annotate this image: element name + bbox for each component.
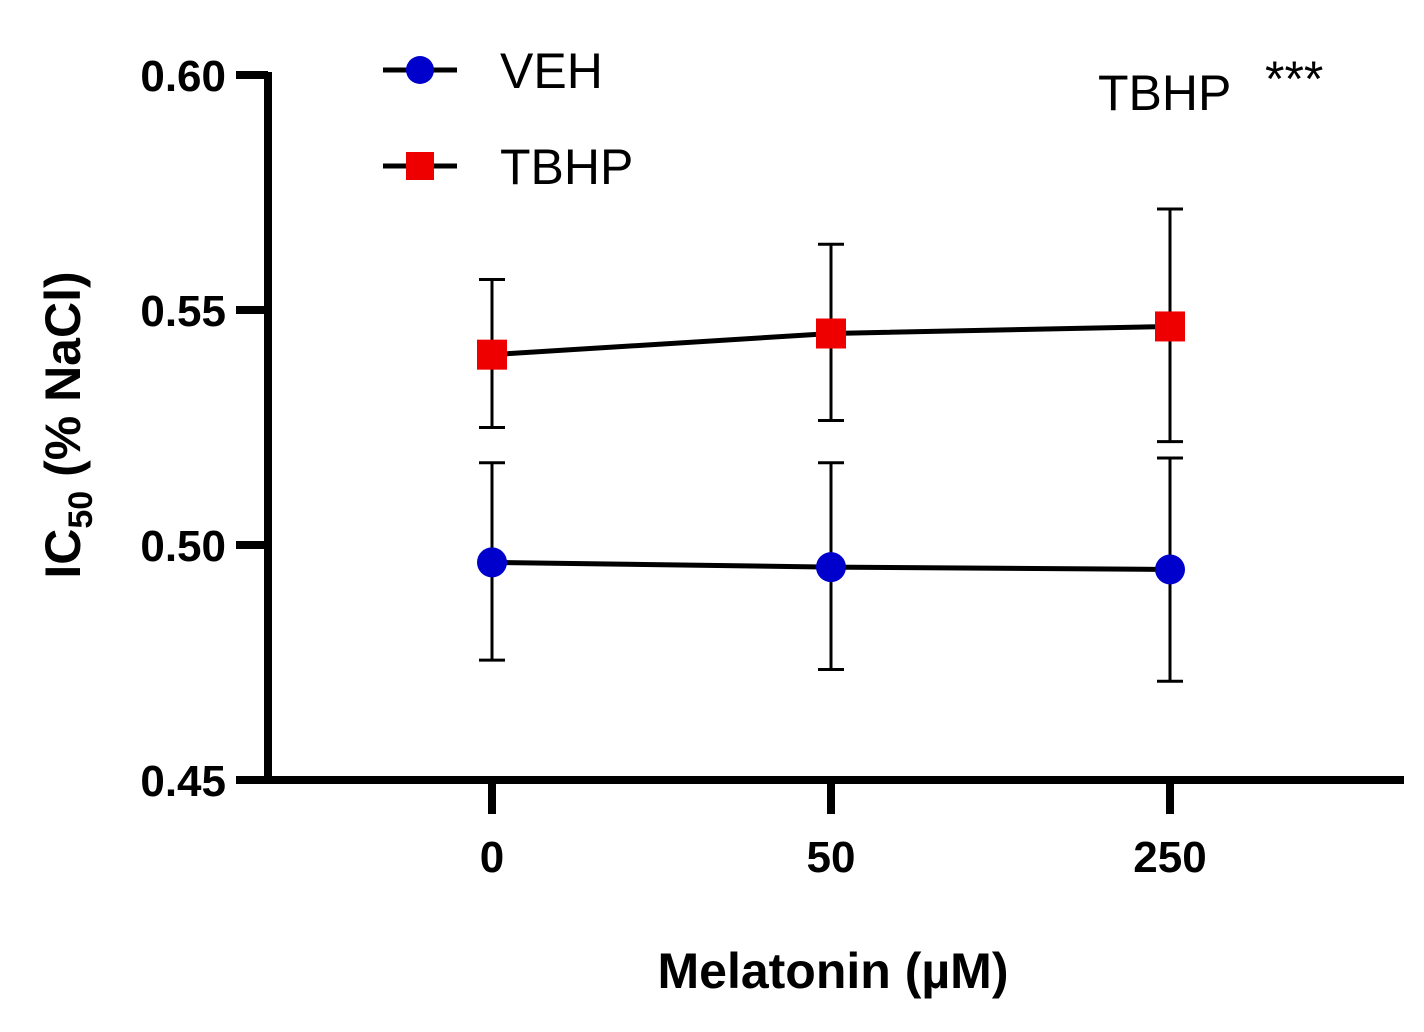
data-point xyxy=(477,339,507,370)
annotation-stars: *** xyxy=(1265,51,1323,107)
legend-item-veh: VEH xyxy=(383,43,603,99)
x-ticks: 0 50 250 xyxy=(480,780,1207,882)
annotation-label: TBHP xyxy=(1098,65,1231,121)
significance-annotation: TBHP *** xyxy=(1098,51,1323,121)
y-tick-label: 0.45 xyxy=(140,757,226,806)
data-point xyxy=(1155,311,1185,342)
data-point xyxy=(816,552,846,583)
legend: VEH TBHP xyxy=(383,43,633,195)
y-tick-label: 0.50 xyxy=(140,522,226,571)
y-axis-title-rest: (% NaCl) xyxy=(35,271,91,490)
x-tick-label: 50 xyxy=(807,833,856,882)
x-tick-label: 0 xyxy=(480,833,504,882)
y-tick-label: 0.55 xyxy=(140,287,226,336)
data-point xyxy=(477,547,507,578)
series-veh xyxy=(477,456,1185,683)
y-ticks: 0.45 0.50 0.55 0.60 xyxy=(140,52,268,806)
legend-label-veh: VEH xyxy=(500,43,603,99)
data-point xyxy=(816,318,846,349)
y-tick-label: 0.60 xyxy=(140,52,226,101)
legend-marker-tbhp xyxy=(406,152,434,180)
y-axis-title-main: IC xyxy=(35,529,91,579)
legend-item-tbhp: TBHP xyxy=(383,139,633,195)
y-axis-title: IC50 (% NaCl) xyxy=(35,271,100,578)
legend-label-tbhp: TBHP xyxy=(500,139,633,195)
x-tick-label: 250 xyxy=(1133,833,1206,882)
series-layer xyxy=(477,207,1185,683)
legend-marker-veh xyxy=(406,56,434,84)
data-point xyxy=(1155,554,1185,585)
y-axis-title-sub: 50 xyxy=(62,491,100,529)
series-tbhp xyxy=(477,207,1185,444)
x-axis-title: Melatonin (µM) xyxy=(658,943,1009,999)
